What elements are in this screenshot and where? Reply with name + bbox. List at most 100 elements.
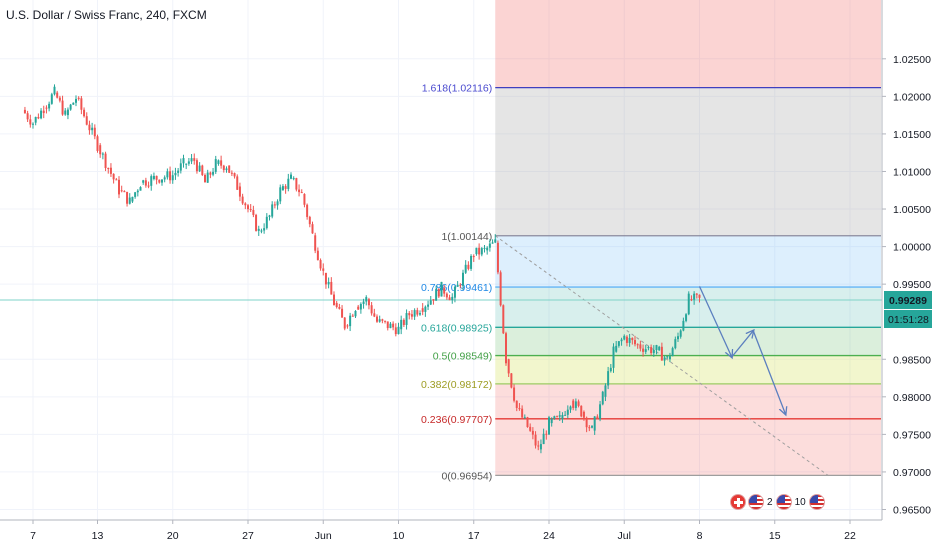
fib-level-label: 1.618(1.02116) <box>422 83 492 95</box>
price-axis-label: 1.00500 <box>893 204 931 216</box>
candle-body <box>357 306 360 310</box>
candle-body <box>77 97 80 99</box>
candle-body <box>483 247 486 249</box>
price-axis-label: 0.97500 <box>893 429 931 441</box>
candle-body <box>499 272 502 306</box>
candle-body <box>451 296 454 301</box>
candle-body <box>75 98 77 103</box>
candle-body <box>142 180 145 183</box>
candle-body <box>529 426 532 431</box>
candle-body <box>472 255 475 258</box>
candle-body <box>255 214 258 231</box>
candle-body <box>120 190 123 192</box>
candle-body <box>518 408 521 410</box>
swiss-flag-icon[interactable] <box>730 494 746 510</box>
candle-body <box>687 293 690 315</box>
candle-body <box>247 205 249 210</box>
candle-body <box>279 187 282 202</box>
candle-body <box>392 323 395 328</box>
candle-body <box>300 192 303 194</box>
candle-body <box>93 127 96 137</box>
candle-body <box>155 175 158 180</box>
candle-body <box>131 196 134 202</box>
candle-body <box>440 281 443 297</box>
candle-body <box>327 281 330 285</box>
candle-body <box>118 179 120 195</box>
candle-body <box>456 284 459 287</box>
event-badges[interactable]: 2 10 <box>730 494 825 510</box>
candle-body <box>432 299 435 301</box>
event-count-2: 10 <box>794 496 806 508</box>
fib-zone <box>495 87 881 236</box>
candle-body <box>693 293 696 300</box>
projection-arrow <box>698 286 732 357</box>
candle-body <box>647 347 650 349</box>
candle-body <box>609 367 612 372</box>
candle-body <box>513 387 516 401</box>
fib-level-label: 0.5(0.98549) <box>433 351 493 363</box>
candle-body <box>324 272 327 285</box>
candle-body <box>136 190 139 193</box>
candle-body <box>561 415 564 420</box>
us-flag-icon[interactable] <box>748 494 764 510</box>
price-axis-label: 1.02500 <box>893 54 931 66</box>
candle-body <box>263 228 266 231</box>
candle-body <box>354 310 357 317</box>
time-axis-label: 13 <box>92 530 104 542</box>
candle-body <box>636 344 639 346</box>
candle-body <box>494 239 497 243</box>
fib-zone <box>495 383 881 419</box>
candle-body <box>625 336 628 343</box>
candle-body <box>99 145 102 155</box>
candle-body <box>335 302 338 307</box>
candle-body <box>677 336 679 340</box>
candle-body <box>467 264 470 269</box>
candle-body <box>639 344 642 349</box>
candle-body <box>109 167 112 174</box>
candle-body <box>225 168 228 171</box>
candle-body <box>295 178 298 190</box>
candle-body <box>134 192 137 197</box>
candle-body <box>273 204 276 206</box>
candle-body <box>276 201 279 206</box>
candle-body <box>144 180 147 186</box>
candle-body <box>410 314 413 317</box>
candle-body <box>152 175 155 179</box>
candle-body <box>690 299 693 301</box>
candle-body <box>655 345 658 351</box>
candle-body <box>268 215 271 217</box>
candle-body <box>204 174 206 183</box>
candle-body <box>241 196 244 204</box>
candle-body <box>40 110 43 119</box>
candle-body <box>486 247 489 251</box>
candle-body <box>72 102 75 105</box>
us-flag-icon[interactable] <box>775 494 792 510</box>
candle-body <box>496 242 499 273</box>
time-axis-label: 17 <box>468 530 480 542</box>
candle-body <box>306 204 309 217</box>
candle-body <box>128 197 131 204</box>
candle-body <box>316 250 319 261</box>
candle-body <box>32 123 34 125</box>
candle-body <box>435 289 438 301</box>
candle-body <box>150 176 153 186</box>
us-flag-icon[interactable] <box>808 494 825 510</box>
candle-body <box>408 313 411 316</box>
candle-body <box>314 235 317 251</box>
time-axis-label: 7 <box>30 530 36 542</box>
candle-body <box>236 176 239 190</box>
candle-body <box>147 185 150 187</box>
candle-body <box>668 356 671 360</box>
candle-body <box>596 416 599 419</box>
projection-arrow <box>731 331 754 358</box>
countdown-tag <box>884 309 932 328</box>
candle-body <box>515 400 518 408</box>
time-axis-label: 8 <box>697 530 703 542</box>
candle-body <box>201 165 204 175</box>
candle-body <box>179 163 182 171</box>
candle-body <box>139 187 142 191</box>
candle-body <box>607 371 610 386</box>
price-axis-label: 1.00000 <box>893 242 931 254</box>
